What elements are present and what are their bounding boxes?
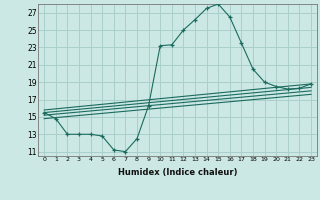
X-axis label: Humidex (Indice chaleur): Humidex (Indice chaleur) (118, 168, 237, 177)
